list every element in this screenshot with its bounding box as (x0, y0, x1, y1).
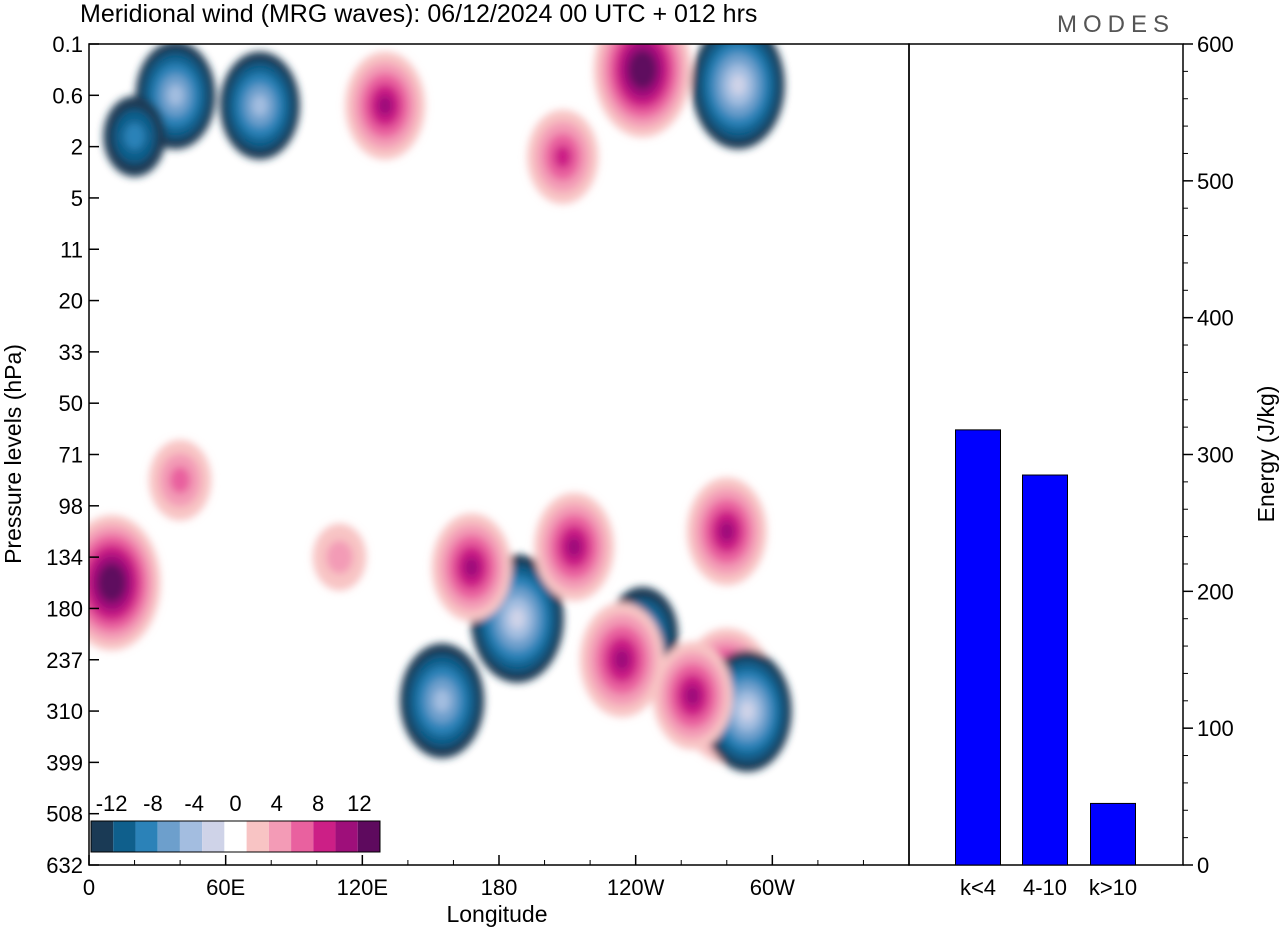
contour-blobs (89, 44, 792, 772)
colorbar-box (335, 821, 358, 852)
contour-band (433, 689, 451, 713)
contour-band (377, 94, 394, 117)
y-tick-label: 2 (71, 135, 83, 160)
contour-band (613, 648, 631, 672)
contour-band (509, 608, 526, 630)
colorbar-label: 0 (229, 791, 241, 816)
x-tick-label: 0 (83, 875, 95, 900)
energy-tick-label: 200 (1197, 579, 1234, 604)
colorbar-box (179, 821, 203, 852)
y-tick-label: 98 (59, 494, 83, 519)
chart-title: Meridional wind (MRG waves): 06/12/2024 … (80, 0, 757, 28)
contour-band (739, 700, 755, 722)
wavenumber-label: 4-10 (1023, 875, 1067, 900)
x-tick-label: 180 (481, 875, 518, 900)
energy-tick-label: 500 (1197, 169, 1234, 194)
y-tick-label: 310 (46, 699, 83, 724)
y-tick-label: 134 (46, 545, 83, 570)
contour-band (635, 59, 650, 80)
colorbar-label: 12 (347, 791, 371, 816)
main-plot-frame (88, 43, 910, 866)
contour-band (718, 520, 735, 543)
energy-axis-label: Energy (J/kg) (1253, 386, 1279, 523)
contour-band (124, 122, 145, 150)
colorbar: -12 -8 -4 0 4 8 12 (90, 791, 381, 853)
energy-axis: 0 100 200 300 400 500 600 (1183, 32, 1234, 878)
colorbar-label: -8 (143, 791, 163, 816)
energy-bar (1090, 802, 1136, 866)
wavenumber-label: k>10 (1089, 875, 1137, 900)
energy-bar (955, 429, 1001, 866)
contour-band (566, 536, 583, 558)
y-tick-label: 5 (71, 186, 83, 211)
energy-bars (955, 429, 1136, 866)
contour-band (463, 556, 480, 579)
colorbar-box (135, 821, 158, 852)
pressure-axis: 0.1 0.6 2 5 11 20 33 50 71 98 134 180 237 310 399 508 63… (46, 32, 99, 878)
y-tick-label: 508 (46, 802, 83, 827)
y-tick-label: 50 (59, 391, 83, 416)
colorbar-box (202, 821, 225, 852)
x-tick-label: 120E (337, 875, 388, 900)
y-tick-label: 632 (46, 853, 83, 878)
contour-field (89, 44, 792, 772)
x-tick-label: 60W (750, 875, 795, 900)
energy-tick-label: 600 (1197, 32, 1234, 57)
energy-tick-label: 100 (1197, 716, 1234, 741)
modes-logo: MODES (1057, 11, 1175, 38)
contour-band (251, 94, 268, 117)
colorbar-label: -4 (184, 791, 204, 816)
contour-band (684, 684, 701, 707)
colorbar-frame (90, 820, 381, 853)
colorbar-box (268, 821, 292, 852)
colorbar-label: 4 (271, 791, 283, 816)
colorbar-box (91, 821, 114, 852)
colorbar-label: 8 (312, 791, 324, 816)
y-axis-label: Pressure levels (hPa) (0, 344, 26, 564)
y-tick-label: 33 (59, 340, 83, 365)
colorbar-box (246, 821, 269, 852)
contour-band (104, 573, 119, 593)
colorbar-box (313, 821, 336, 852)
x-tick-label: 60E (206, 875, 245, 900)
contour-band (326, 540, 353, 574)
y-tick-label: 0.1 (52, 32, 83, 57)
energy-tick-label: 400 (1197, 306, 1234, 331)
energy-bar (1022, 474, 1068, 866)
contour-band (730, 74, 746, 96)
y-tick-label: 11 (60, 237, 83, 262)
y-tick-label: 71 (59, 443, 83, 468)
x-tick-label: 120W (607, 875, 665, 900)
energy-tick-label: 0 (1197, 853, 1209, 878)
energy-tick-label: 300 (1197, 443, 1234, 468)
contour-band (553, 145, 572, 169)
wavenumber-label: k<4 (960, 875, 996, 900)
colorbar-box (357, 821, 380, 852)
colorbar-box (224, 821, 247, 852)
x-axis-label: Longitude (446, 901, 547, 927)
colorbar-box (113, 821, 136, 852)
y-tick-label: 180 (46, 596, 83, 621)
y-tick-label: 0.6 (52, 83, 83, 108)
y-tick-label: 20 (59, 289, 83, 314)
y-tick-label: 399 (46, 750, 83, 775)
colorbar-box (291, 821, 314, 852)
contour-band (169, 466, 191, 494)
colorbar-box (157, 821, 180, 852)
contour-band (167, 84, 184, 107)
wavenumber-axis: k<4 4-10 k>10 (960, 875, 1137, 900)
longitude-axis: 0 60E 120E 180 120W 60W (83, 855, 864, 900)
colorbar-label: -12 (96, 791, 128, 816)
y-tick-label: 237 (46, 648, 83, 673)
